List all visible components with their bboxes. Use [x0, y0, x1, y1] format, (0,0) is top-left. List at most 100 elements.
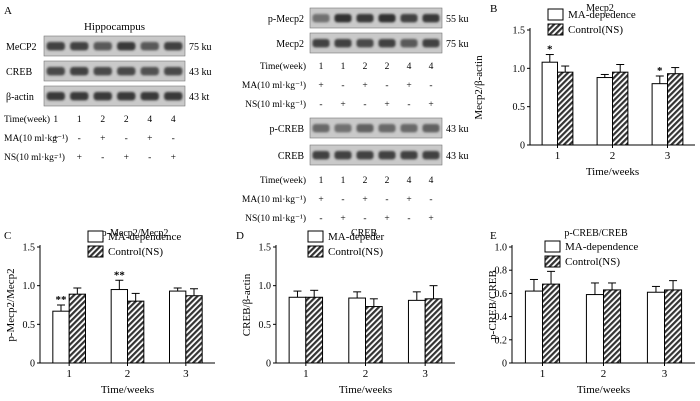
blot-band [422, 14, 440, 23]
bar [68, 293, 86, 364]
blot-band [378, 39, 396, 48]
blot-ma-value: - [385, 195, 388, 205]
x-axis-label: Time/weeks [339, 384, 392, 396]
blot-band [378, 14, 396, 23]
y-tick-label: 0.5 [23, 320, 36, 331]
blot-band [400, 151, 418, 160]
blot-ma-value: + [53, 134, 58, 144]
blot-frame [43, 35, 186, 57]
blot-time-value: 4 [407, 62, 412, 72]
panel-a: Hippocampus MeCP2 75 ku CREB 43 ku β-actin 43 … [4, 7, 469, 224]
x-tick-label: 2 [610, 150, 616, 162]
blot-ns-value: - [363, 214, 366, 224]
blot-size-label: 43 kt [189, 92, 210, 103]
blot-time-value: 4 [429, 62, 434, 72]
blot-band [70, 92, 89, 101]
legend-swatch [307, 230, 324, 243]
blot-ns-value: - [407, 214, 410, 224]
legend-swatch [544, 240, 561, 253]
blot-time-value: 1 [77, 115, 82, 125]
blot-ma-value: + [100, 134, 105, 144]
blot-band [400, 124, 418, 133]
blot-ma-value: + [362, 195, 367, 205]
blot-time-label: Time(week) [260, 61, 306, 72]
blot-strip [44, 86, 185, 106]
chart-title: p-CREB/CREB [564, 228, 628, 239]
bar [664, 289, 683, 364]
bar [110, 289, 128, 364]
blot-band [140, 92, 159, 101]
blot-ns-value: + [77, 153, 82, 163]
blot-band [70, 67, 89, 76]
x-tick-label: 1 [66, 368, 72, 380]
y-tick-label: 1.5 [259, 243, 272, 254]
blot-ma-value: - [341, 81, 344, 91]
blot-ns-value: + [340, 100, 345, 110]
blot-frame [309, 32, 443, 54]
bar [596, 77, 613, 146]
blot-frame [309, 117, 443, 139]
y-tick-label: 0.4 [495, 312, 508, 323]
y-axis-label: CREB/β-actin [241, 273, 253, 336]
legend-label: Control(NS) [328, 246, 383, 258]
blot-strip [310, 145, 442, 165]
blot-ma-label: MA(10 ml·kg⁻¹) [242, 194, 306, 205]
blot-ns-value: - [407, 100, 410, 110]
blot-size-label: 43 ku [446, 124, 469, 135]
y-tick-label: 1.0 [513, 64, 526, 75]
legend-swatch [544, 255, 561, 268]
blot-time-value: 2 [124, 115, 129, 125]
blot-ns-value: - [54, 153, 57, 163]
blot-ns-value: + [384, 100, 389, 110]
blot-time-label: Time(week) [260, 175, 306, 186]
blot-ns-value: + [384, 214, 389, 224]
blot-size-label: 43 ku [446, 151, 469, 162]
panel-a-letter: A [4, 5, 12, 17]
bar [612, 71, 629, 146]
x-tick-label: 2 [601, 368, 607, 380]
chart-panel-d: D CREB 0 0.5 1.0 1.5 CREB/β-actin 1 2 3 Time/weeks… [236, 228, 455, 396]
bar [365, 306, 383, 364]
blot-band [356, 39, 374, 48]
x-tick-label: 1 [540, 368, 546, 380]
blot-time-value: 1 [319, 62, 324, 72]
blot-band [312, 151, 330, 160]
bar [348, 297, 367, 364]
blot-ma-value: + [406, 195, 411, 205]
blot-strip [44, 36, 185, 56]
blot-ma-value: - [172, 134, 175, 144]
blot-frame [43, 60, 186, 82]
x-axis-label: Time/weeks [577, 384, 630, 396]
bar [524, 290, 543, 364]
bar [288, 296, 307, 364]
bar [542, 283, 561, 364]
blot-ns-value: + [340, 214, 345, 224]
y-tick-label: 0.5 [513, 102, 526, 113]
x-tick-label: 3 [422, 368, 428, 380]
blot-strip [310, 33, 442, 53]
blot-band [356, 151, 374, 160]
legend-label: MA-dependence [108, 231, 181, 243]
blot-ns-value: + [428, 100, 433, 110]
y-tick-label: 1.5 [23, 243, 36, 254]
bar [52, 310, 70, 364]
blot-time-value: 4 [407, 176, 412, 186]
blot-title: Hippocampus [84, 21, 145, 33]
y-tick-label: 0 [266, 359, 271, 370]
blot-band [140, 67, 159, 76]
blot-band [356, 14, 374, 23]
blot-ns-label: NS(10 ml·kg⁻¹) [245, 99, 306, 110]
bar [651, 83, 668, 146]
blot-strip [310, 8, 442, 28]
blot-band [117, 92, 136, 101]
blot-time-value: 4 [429, 176, 434, 186]
blot-band [164, 92, 183, 101]
blot-band [312, 124, 330, 133]
blot-size-label: 75 ku [446, 39, 469, 50]
blot-size-label: 43 ku [189, 67, 212, 78]
blot-ma-value: - [341, 195, 344, 205]
blot-ma-label: MA(10 ml·kg⁻¹) [242, 80, 306, 91]
blot-band [334, 151, 352, 160]
